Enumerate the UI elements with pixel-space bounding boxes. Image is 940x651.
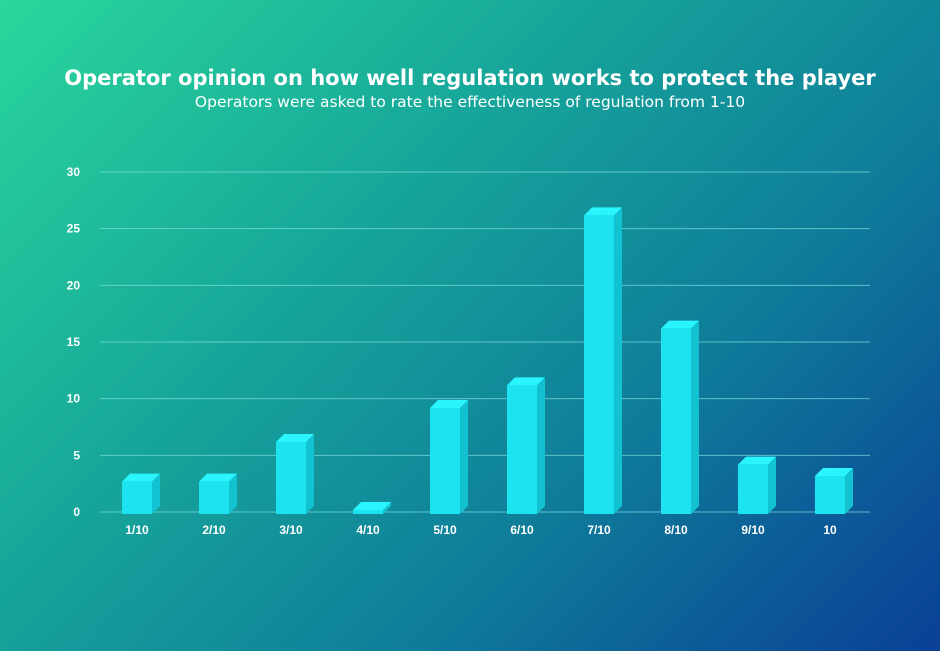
y-tick-label: 10 — [67, 392, 81, 406]
bar-side — [306, 434, 314, 514]
y-tick-label: 0 — [73, 505, 80, 519]
x-tick-label: 2/10 — [202, 523, 226, 537]
bar-top — [815, 468, 853, 476]
x-tick-label: 9/10 — [741, 523, 765, 537]
y-tick-label: 25 — [67, 222, 81, 236]
x-tick-label: 1/10 — [125, 523, 149, 537]
bar — [661, 328, 691, 514]
bar — [584, 215, 614, 515]
y-tick-label: 20 — [67, 278, 81, 292]
x-tick-label: 5/10 — [433, 523, 457, 537]
y-tick-label: 15 — [67, 335, 81, 349]
chart-title: Operator opinion on how well regulation … — [64, 66, 876, 90]
bar-side — [383, 502, 391, 514]
bar-top — [199, 473, 237, 482]
bar-top — [122, 473, 160, 482]
bar-side — [229, 473, 237, 514]
x-tick-label: 6/10 — [510, 523, 534, 537]
bar — [430, 408, 460, 514]
bar-top — [507, 377, 545, 386]
bar — [122, 481, 152, 514]
bar — [815, 476, 845, 514]
bar-side — [768, 456, 776, 514]
bar — [353, 510, 383, 514]
bar-top — [276, 434, 314, 442]
x-tick-label: 4/10 — [356, 523, 380, 537]
bar-side — [152, 473, 160, 514]
bar-side — [845, 468, 853, 514]
y-tick-label: 5 — [73, 448, 80, 462]
chart-subtitle: Operators were asked to rate the effecti… — [194, 93, 746, 111]
x-tick-label: 7/10 — [587, 523, 611, 537]
bar — [507, 385, 537, 514]
bar-top — [738, 456, 776, 465]
x-tick-label: 10 — [823, 523, 837, 537]
bar-top — [661, 320, 699, 329]
bar — [738, 464, 768, 514]
bar-top — [353, 502, 391, 510]
x-tick-label: 8/10 — [664, 523, 688, 537]
bar-top — [430, 400, 468, 408]
bar-side — [691, 320, 699, 514]
y-tick-label: 30 — [67, 165, 81, 179]
bar-side — [460, 400, 468, 514]
bar-side — [537, 377, 545, 514]
bar-side — [614, 207, 622, 515]
bar — [199, 481, 229, 514]
x-tick-label: 3/10 — [279, 523, 303, 537]
bar-top — [584, 207, 622, 216]
bar — [276, 442, 306, 514]
